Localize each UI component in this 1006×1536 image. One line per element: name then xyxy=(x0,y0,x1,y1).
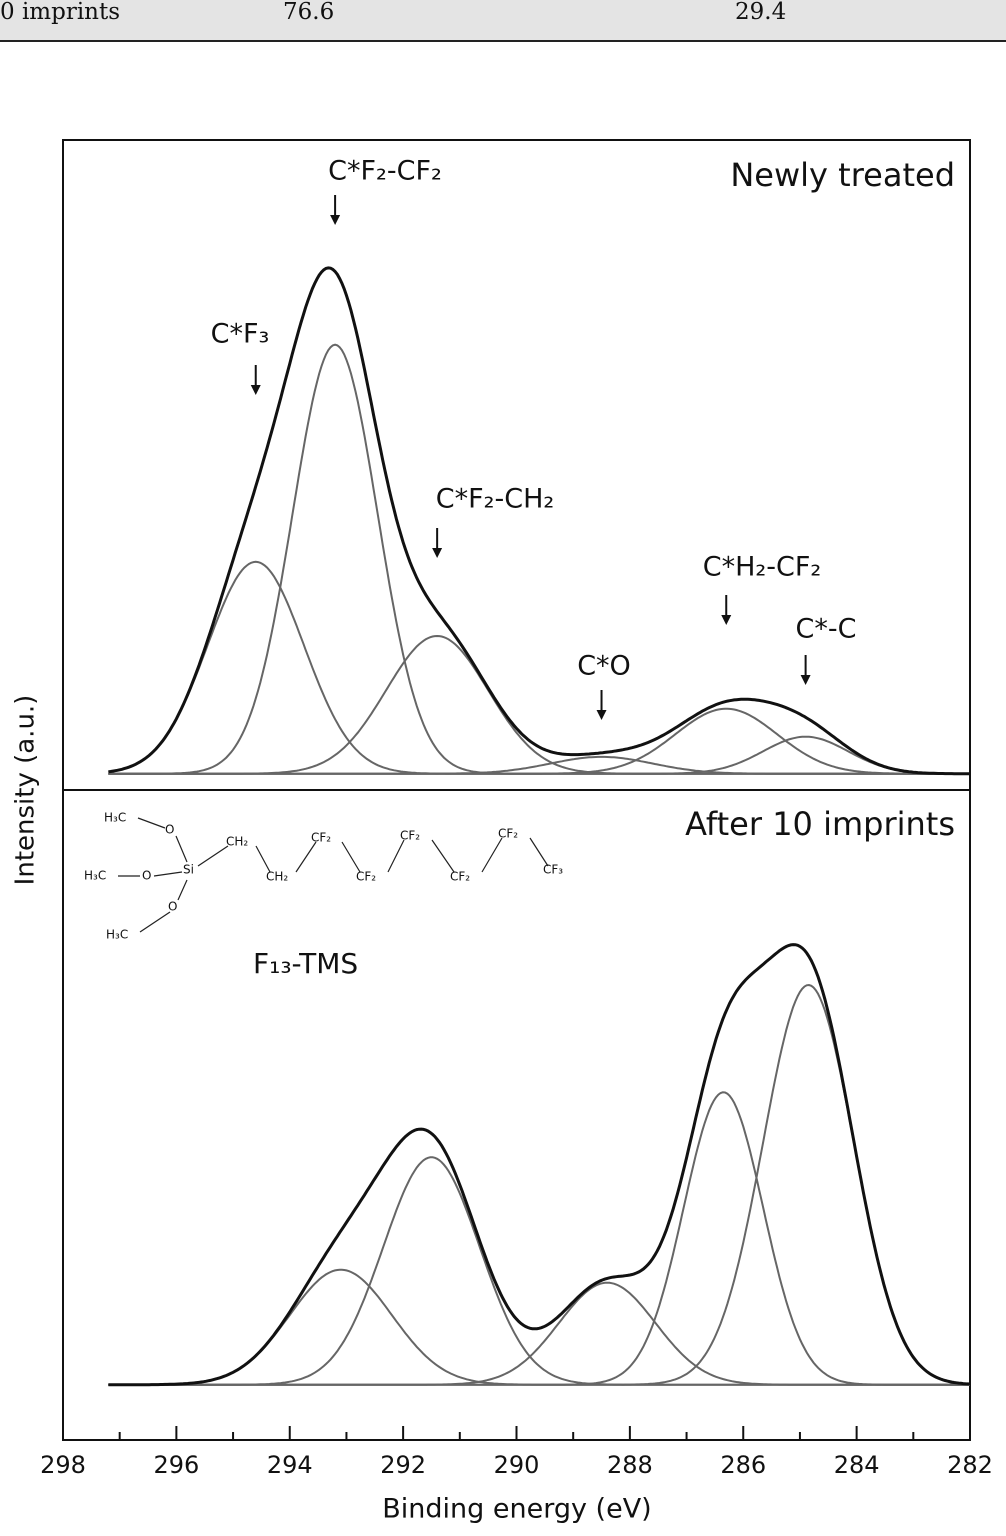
table-cell: 29.4 xyxy=(735,0,786,25)
peak-arrowhead xyxy=(596,710,607,720)
fit-component xyxy=(108,983,971,1386)
peak-label: C*F₂-CF₂ xyxy=(328,156,442,187)
structure-name: F₁₃-TMS xyxy=(253,947,358,980)
structure: H₃C O H₃C O Si H₃C O CH₂ CH₂ CF₂ CF₂ CF₂ CF₂ CF₂ CF₃ xyxy=(84,811,563,942)
peak-label: C*F₂-CH₂ xyxy=(436,484,554,515)
y-axis-label: Intensity (a.u.) xyxy=(11,695,41,886)
atom-label: CF₂ xyxy=(311,831,331,845)
table-row-bg xyxy=(0,0,1006,40)
table-cell: 76.6 xyxy=(283,0,334,25)
x-tick-label: 290 xyxy=(494,1451,540,1479)
x-tick-label: 296 xyxy=(153,1451,199,1479)
x-tick-label: 294 xyxy=(267,1451,313,1479)
atom-label: H₃C xyxy=(104,811,126,825)
fit-component xyxy=(108,1156,970,1386)
atom-label: CH₂ xyxy=(266,870,288,884)
fit-component xyxy=(108,634,970,775)
x-tick-label: 292 xyxy=(380,1451,426,1479)
peak-label: C*O xyxy=(577,651,631,682)
atom-label: O xyxy=(142,869,151,883)
atom-label: CH₂ xyxy=(226,835,248,849)
peak-label: C*-C xyxy=(796,614,857,645)
atom-label: H₃C xyxy=(84,869,106,883)
structure-bonds xyxy=(118,817,549,933)
peak-arrowhead xyxy=(800,675,811,685)
x-tick-label: 286 xyxy=(720,1451,766,1479)
peak-label: C*H₂-CF₂ xyxy=(703,552,821,583)
x-tick-label: 284 xyxy=(834,1451,880,1479)
panel-title: Newly treated xyxy=(730,156,955,194)
fit-envelope xyxy=(108,943,971,1387)
peak-label: C*F₃ xyxy=(211,319,270,350)
fit-component xyxy=(108,343,970,775)
atom-label: CF₂ xyxy=(450,870,470,884)
atom-label: H₃C xyxy=(106,928,128,942)
atom-label: O xyxy=(168,900,177,914)
table-cell: 0 imprints xyxy=(0,0,120,25)
panel-title: After 10 imprints xyxy=(685,805,955,843)
atom-label: CF₃ xyxy=(543,863,563,877)
fit-component xyxy=(108,735,970,775)
atom-label: O xyxy=(165,823,174,837)
x-tick-label: 288 xyxy=(607,1451,653,1479)
peak-arrowhead xyxy=(432,548,443,558)
atom-label: Si xyxy=(183,863,194,877)
x-tick-label: 298 xyxy=(40,1451,86,1479)
fit-component xyxy=(108,1091,970,1386)
atom-label: CF₂ xyxy=(356,870,376,884)
fit-component xyxy=(108,755,970,775)
atom-label: CF₂ xyxy=(498,827,518,841)
fit-envelope xyxy=(108,266,970,776)
peak-arrowhead xyxy=(330,215,341,225)
peak-arrowhead xyxy=(250,385,261,395)
atom-label: CF₂ xyxy=(400,829,420,843)
peak-arrowhead xyxy=(721,615,732,625)
x-axis-label: Binding energy (eV) xyxy=(382,1494,651,1525)
x-tick-label: 282 xyxy=(947,1451,993,1479)
